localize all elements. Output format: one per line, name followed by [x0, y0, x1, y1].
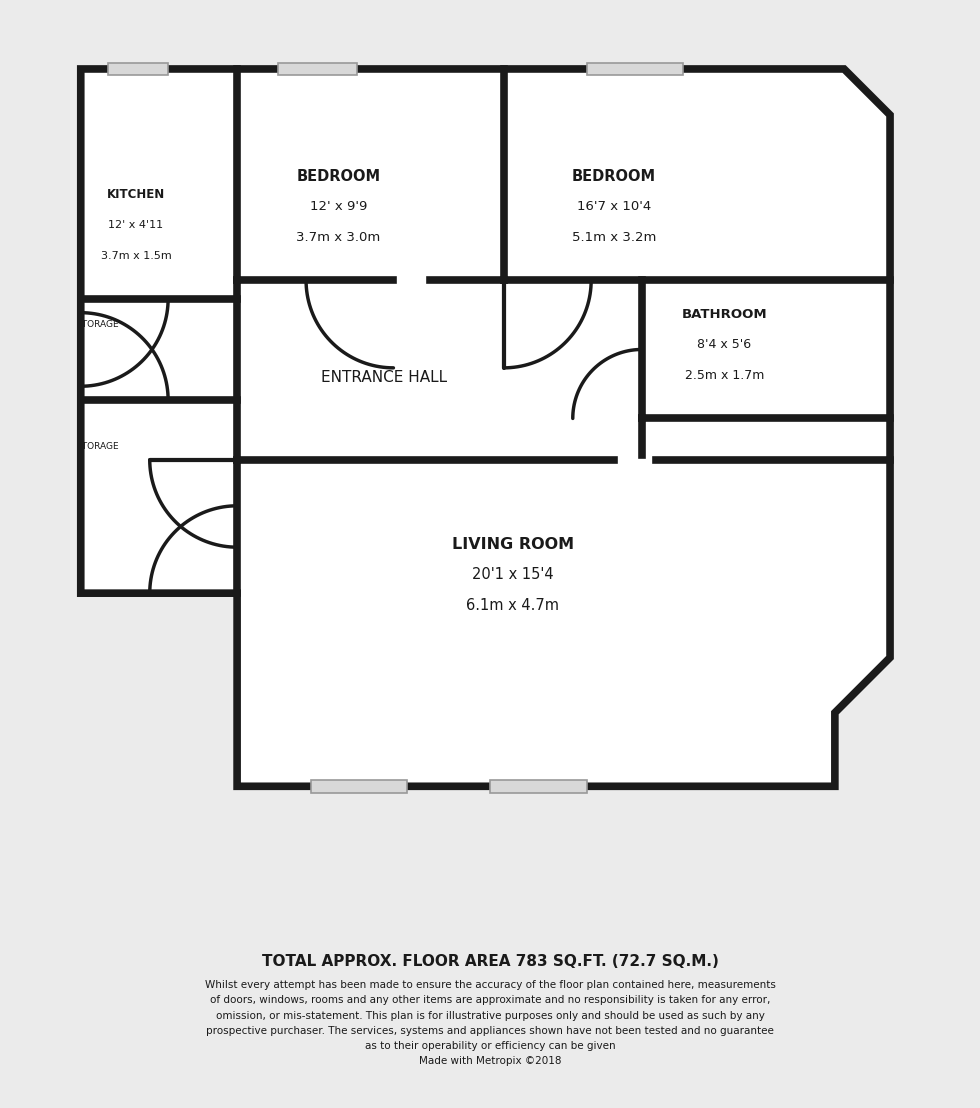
- Text: 8'4 x 5'6: 8'4 x 5'6: [698, 338, 752, 351]
- Text: 5.1m x 3.2m: 5.1m x 3.2m: [572, 230, 657, 244]
- Text: 12' x 4'11: 12' x 4'11: [109, 220, 164, 230]
- Text: STORAGE: STORAGE: [76, 441, 119, 451]
- Bar: [278, 62, 357, 75]
- Text: TOTAL APPROX. FLOOR AREA 783 SQ.FT. (72.7 SQ.M.): TOTAL APPROX. FLOOR AREA 783 SQ.FT. (72.…: [262, 954, 718, 968]
- Text: STORAGE: STORAGE: [76, 320, 119, 329]
- Text: 16'7 x 10'4: 16'7 x 10'4: [577, 201, 652, 214]
- Bar: [587, 62, 683, 75]
- Text: BEDROOM: BEDROOM: [296, 170, 380, 184]
- Bar: [109, 62, 169, 75]
- Bar: [490, 780, 587, 792]
- Text: KITCHEN: KITCHEN: [107, 188, 165, 202]
- Text: 2.5m x 1.7m: 2.5m x 1.7m: [685, 369, 764, 382]
- Text: ENTRANCE HALL: ENTRANCE HALL: [321, 370, 447, 384]
- Text: 3.7m x 3.0m: 3.7m x 3.0m: [296, 230, 380, 244]
- Text: BEDROOM: BEDROOM: [572, 170, 657, 184]
- Text: 6.1m x 4.7m: 6.1m x 4.7m: [466, 597, 560, 613]
- Text: 20'1 x 15'4: 20'1 x 15'4: [472, 567, 554, 583]
- Text: 3.7m x 1.5m: 3.7m x 1.5m: [101, 250, 172, 260]
- Text: BATHROOM: BATHROOM: [682, 308, 767, 321]
- Polygon shape: [80, 69, 890, 787]
- Text: 12' x 9'9: 12' x 9'9: [310, 201, 367, 214]
- Bar: [311, 780, 408, 792]
- Text: LIVING ROOM: LIVING ROOM: [452, 537, 574, 552]
- Text: Whilst every attempt has been made to ensure the accuracy of the floor plan cont: Whilst every attempt has been made to en…: [205, 981, 775, 1066]
